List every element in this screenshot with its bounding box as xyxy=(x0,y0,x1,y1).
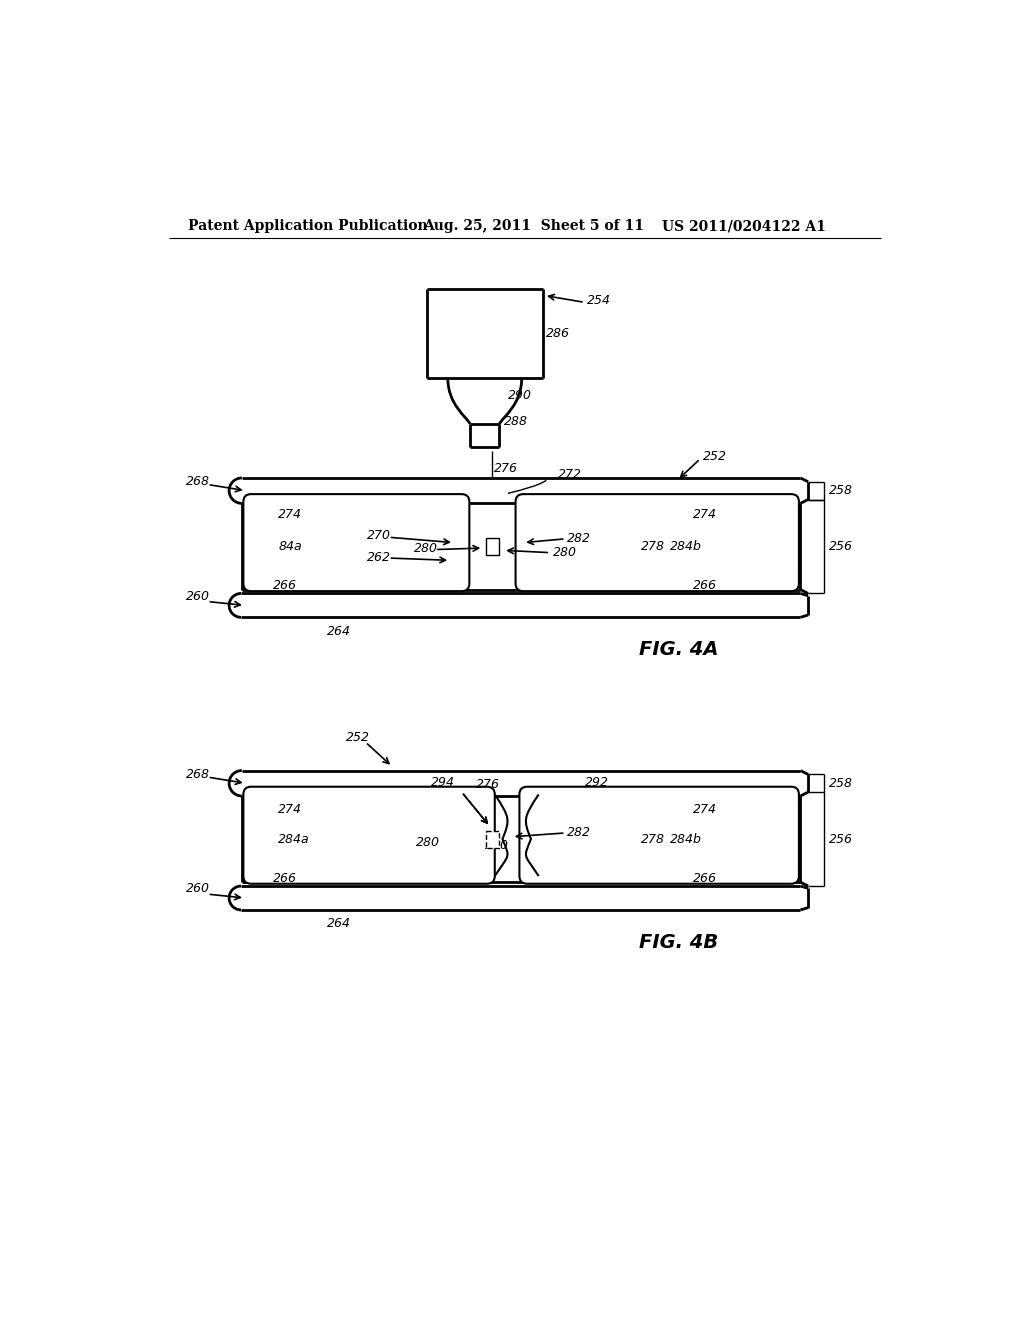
Text: 292: 292 xyxy=(585,776,609,788)
Text: 284a: 284a xyxy=(279,833,310,846)
FancyBboxPatch shape xyxy=(519,787,799,884)
Text: 280: 280 xyxy=(414,543,438,556)
Text: 280: 280 xyxy=(553,546,577,560)
Text: 84a: 84a xyxy=(279,540,302,553)
Text: 286: 286 xyxy=(547,327,570,341)
Text: 258: 258 xyxy=(829,776,853,789)
Text: Aug. 25, 2011  Sheet 5 of 11: Aug. 25, 2011 Sheet 5 of 11 xyxy=(423,219,644,234)
Text: 258: 258 xyxy=(829,484,853,498)
Text: 288: 288 xyxy=(504,416,528,428)
Text: 274: 274 xyxy=(279,803,302,816)
Text: 264: 264 xyxy=(327,917,351,931)
Text: 262: 262 xyxy=(367,550,391,564)
Text: 264: 264 xyxy=(327,624,351,638)
Text: 280: 280 xyxy=(484,838,509,851)
Text: 278: 278 xyxy=(641,540,665,553)
Text: 266: 266 xyxy=(273,871,297,884)
Text: 282: 282 xyxy=(567,532,591,545)
FancyBboxPatch shape xyxy=(244,787,495,884)
Text: 274: 274 xyxy=(692,508,717,521)
Text: 268: 268 xyxy=(186,475,210,488)
Text: 252: 252 xyxy=(702,450,727,463)
Text: 284b: 284b xyxy=(670,540,701,553)
Bar xyxy=(485,830,500,847)
Text: 266: 266 xyxy=(692,871,717,884)
Text: 294: 294 xyxy=(431,776,455,788)
Text: 276: 276 xyxy=(475,777,500,791)
Text: 274: 274 xyxy=(692,803,717,816)
FancyBboxPatch shape xyxy=(515,494,799,591)
Text: 268: 268 xyxy=(186,767,210,780)
Text: 256: 256 xyxy=(829,833,853,846)
Text: 252: 252 xyxy=(346,731,370,744)
Text: US 2011/0204122 A1: US 2011/0204122 A1 xyxy=(662,219,825,234)
Text: 290: 290 xyxy=(508,389,531,403)
Text: FIG. 4B: FIG. 4B xyxy=(639,933,718,952)
Text: 282: 282 xyxy=(567,825,591,838)
Text: 260: 260 xyxy=(186,882,210,895)
Text: 284b: 284b xyxy=(670,833,701,846)
Text: 266: 266 xyxy=(692,579,717,593)
Text: 260: 260 xyxy=(186,590,210,603)
Text: 274: 274 xyxy=(279,508,302,521)
Text: 280: 280 xyxy=(416,837,439,850)
Text: 266: 266 xyxy=(273,579,297,593)
Text: 272: 272 xyxy=(558,467,582,480)
Bar xyxy=(485,539,500,554)
Text: 278: 278 xyxy=(641,833,665,846)
Text: 276: 276 xyxy=(494,462,518,475)
Text: 254: 254 xyxy=(587,293,611,306)
Text: Patent Application Publication: Patent Application Publication xyxy=(188,219,428,234)
Text: 256: 256 xyxy=(829,540,853,553)
Text: FIG. 4A: FIG. 4A xyxy=(639,640,718,660)
Text: 270: 270 xyxy=(367,529,391,543)
FancyBboxPatch shape xyxy=(244,494,469,591)
